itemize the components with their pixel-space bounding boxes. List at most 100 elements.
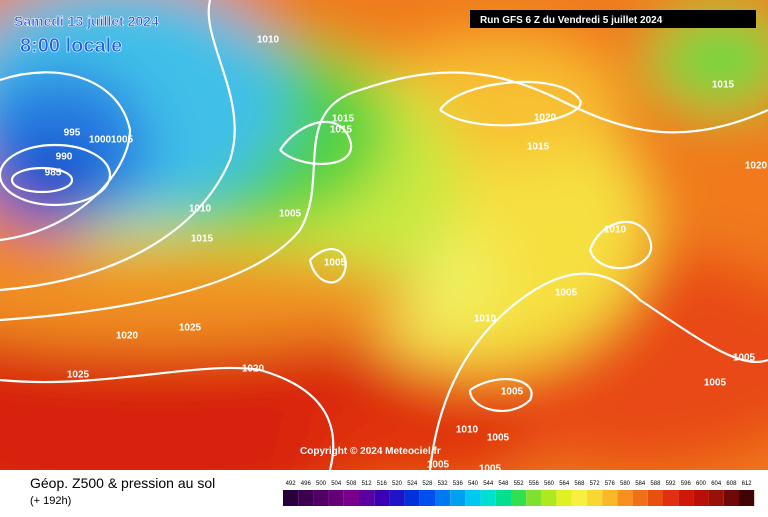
isobar-label: 1005	[733, 353, 756, 364]
isobar-label: 1020	[745, 161, 768, 172]
color-scale: 492 496 500 504 508 512 516 520 524 528 532 536 540 5…	[283, 481, 755, 506]
scale-label: 500	[316, 481, 327, 487]
isobar-label: 1005	[487, 433, 510, 444]
isobar-label: 990	[56, 152, 73, 163]
isobar-label: 1005	[555, 288, 578, 299]
isobar-label: 1010	[456, 425, 479, 436]
scale-swatch	[541, 490, 557, 506]
scale-swatch	[480, 490, 496, 506]
scale-swatch	[617, 490, 633, 506]
scale-swatch	[465, 490, 481, 506]
scale-label: 548	[498, 481, 509, 487]
scale-swatch	[678, 490, 694, 506]
scale-label: 524	[407, 481, 418, 487]
run: Run GFS 6 Z du Vendredi 5 juillet 2024	[480, 15, 663, 26]
scale-swatch	[723, 490, 739, 506]
scale-label: 540	[468, 481, 479, 487]
isobar-label: 1025	[179, 323, 202, 334]
scale-label: 604	[711, 481, 722, 487]
scale-swatch	[313, 490, 329, 506]
scale-label: 520	[392, 481, 403, 487]
scale-swatch	[602, 490, 618, 506]
scale-label: 508	[346, 481, 357, 487]
footer-lead: (+ 192h)	[30, 495, 71, 507]
scale-swatch	[404, 490, 420, 506]
scale-label: 544	[483, 481, 494, 487]
scale-label: 560	[544, 481, 555, 487]
isobar-label: 1015	[191, 234, 214, 245]
scale-label: 572	[590, 481, 601, 487]
footer-title: Géop. Z500 & pression au sol	[30, 475, 215, 491]
isobar-label: 1005	[479, 464, 502, 475]
scale-label: 556	[529, 481, 540, 487]
scale-label: 584	[635, 481, 646, 487]
scale-label: 492	[286, 481, 297, 487]
scale-label: 600	[696, 481, 707, 487]
isobar-label: 1020	[242, 364, 265, 375]
isobar-label: 1020	[116, 331, 139, 342]
scale-label: 532	[438, 481, 449, 487]
scale-label: 552	[514, 481, 525, 487]
scale-swatch	[343, 490, 359, 506]
scale-label: 496	[301, 481, 312, 487]
isobar-label: 1010	[474, 314, 497, 325]
scale-swatch	[374, 490, 390, 506]
scale-label: 516	[377, 481, 388, 487]
scale-label: 564	[559, 481, 570, 487]
scale-label: 588	[650, 481, 661, 487]
isobar-label: 985	[45, 168, 62, 179]
isobar-label: 1000	[89, 135, 112, 146]
isobar-label: 1020	[534, 113, 557, 124]
date: Samedi 13 juillet 2024	[14, 13, 159, 29]
isobar-label: 1005	[427, 460, 450, 471]
scale-swatch	[556, 490, 572, 506]
scale-label: 512	[362, 481, 373, 487]
isobar-label: 1010	[604, 225, 627, 236]
scale-swatch	[389, 490, 405, 506]
scale-label: 580	[620, 481, 631, 487]
scale-swatch	[495, 490, 511, 506]
isobar-label: 1005	[501, 387, 524, 398]
scale-swatch	[298, 490, 314, 506]
scale-label: 568	[574, 481, 585, 487]
scale-swatch	[359, 490, 375, 506]
isobar-label: 1015	[527, 142, 550, 153]
scale-swatch	[450, 490, 466, 506]
copyright: Copyright © 2024 Meteociel.fr	[300, 446, 441, 457]
scale-label: 576	[605, 481, 616, 487]
scale-swatch	[435, 490, 451, 506]
scale-swatch	[511, 490, 527, 506]
scale-swatch	[739, 490, 755, 506]
scale-swatch	[647, 490, 663, 506]
scale-swatch	[708, 490, 724, 506]
scale-swatch	[693, 490, 709, 506]
isobar-label: 1005	[111, 135, 134, 146]
scale-label: 536	[453, 481, 464, 487]
time: 8:00 locale	[20, 35, 122, 57]
scale-swatch	[663, 490, 679, 506]
scale-label: 504	[331, 481, 342, 487]
scale-label: 612	[742, 481, 753, 487]
isobar-label: 1025	[67, 370, 90, 381]
scale-swatch	[587, 490, 603, 506]
scale-swatch	[283, 490, 299, 506]
isobar-label: 1010	[189, 204, 212, 215]
scale-label: 528	[422, 481, 433, 487]
isobar-label: 1015	[332, 114, 355, 125]
scale-swatch	[526, 490, 542, 506]
scale-label: 592	[666, 481, 677, 487]
scale-swatch	[632, 490, 648, 506]
isobar-label: 1005	[279, 209, 302, 220]
isobars	[0, 0, 768, 470]
isobar-label: 1015	[712, 80, 735, 91]
scale-swatch	[571, 490, 587, 506]
run-box	[470, 10, 756, 28]
isobar-label: 1015	[330, 125, 353, 136]
isobar-label: 1005	[324, 258, 347, 269]
isobar-label: 1005	[704, 378, 727, 389]
isobar-label: 1010	[257, 35, 280, 46]
